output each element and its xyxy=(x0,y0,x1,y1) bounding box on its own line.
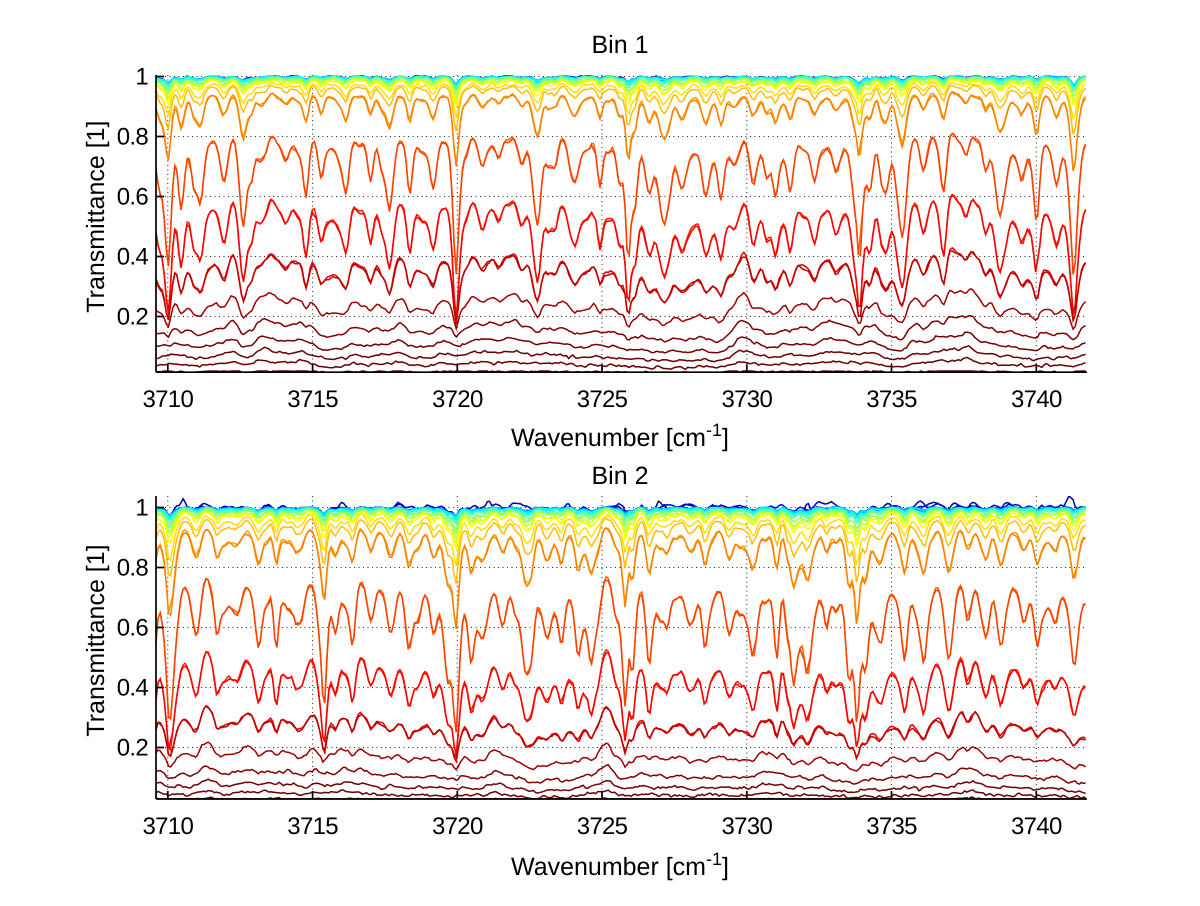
svg-text:1: 1 xyxy=(135,64,148,91)
svg-text:3730: 3730 xyxy=(722,813,773,840)
svg-text:0.8: 0.8 xyxy=(117,555,149,582)
svg-text:3720: 3720 xyxy=(432,813,483,840)
svg-text:3740: 3740 xyxy=(1011,813,1062,840)
svg-text:3735: 3735 xyxy=(866,386,917,413)
svg-text:Bin 1: Bin 1 xyxy=(592,31,649,59)
svg-text:0.4: 0.4 xyxy=(117,675,149,702)
svg-text:Transmittance [1]: Transmittance [1] xyxy=(82,120,110,312)
svg-text:Transmittance [1]: Transmittance [1] xyxy=(82,544,110,736)
svg-text:0.4: 0.4 xyxy=(117,244,149,271)
svg-text:3710: 3710 xyxy=(143,813,194,840)
svg-text:3740: 3740 xyxy=(1011,386,1062,413)
svg-text:3720: 3720 xyxy=(432,386,483,413)
svg-text:0.6: 0.6 xyxy=(117,184,149,211)
svg-text:3730: 3730 xyxy=(722,386,773,413)
svg-text:0.8: 0.8 xyxy=(117,124,149,151)
svg-text:Wavenumber [cm-1]: Wavenumber [cm-1] xyxy=(511,849,729,881)
svg-text:3735: 3735 xyxy=(866,813,917,840)
svg-text:3725: 3725 xyxy=(577,386,628,413)
svg-text:Wavenumber [cm-1]: Wavenumber [cm-1] xyxy=(511,420,729,452)
svg-text:3715: 3715 xyxy=(287,386,338,413)
svg-text:3715: 3715 xyxy=(287,813,338,840)
svg-text:0.6: 0.6 xyxy=(117,615,149,642)
svg-text:3725: 3725 xyxy=(577,813,628,840)
svg-text:Bin 2: Bin 2 xyxy=(592,462,649,490)
svg-text:0.2: 0.2 xyxy=(117,304,149,331)
svg-text:3710: 3710 xyxy=(143,386,194,413)
svg-text:0.2: 0.2 xyxy=(117,735,149,762)
svg-text:1: 1 xyxy=(135,495,148,522)
